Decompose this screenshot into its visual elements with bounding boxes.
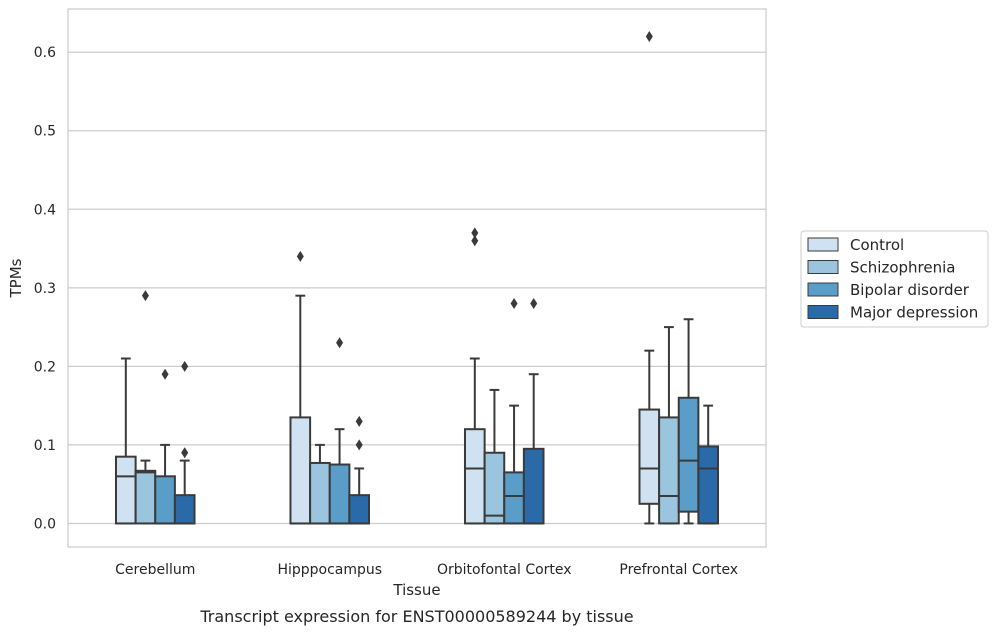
legend-swatch [807,282,839,297]
outlier-point [296,250,304,262]
x-tick-label: Hipppocampus [277,562,382,578]
plot-frame [67,8,767,548]
y-tick-labels: 0.0 0.1 0.2 0.3 0.4 0.5 0.6 [34,45,56,532]
box-group [114,357,137,525]
y-tick-label: 0.1 [34,438,56,454]
legend-frame [800,230,989,328]
box-group [522,298,545,525]
x-tick-labels: Cerebellum Hipppocampus Orbitofontal Corte… [115,562,738,578]
y-tick-label: 0.0 [34,516,56,532]
outlier-point [336,337,344,349]
legend-label: Major depression [850,304,978,322]
box [483,451,506,525]
outlier-point [181,447,189,459]
box [677,396,700,513]
x-tick-label: Orbitofontal Cortex [437,562,572,578]
box [463,428,486,525]
box-group [658,326,680,525]
y-axis-label: TPMs [7,258,25,298]
x-tick-label: Prefrontal Cortex [619,562,738,578]
chart-caption: Transcript expression for ENST0000058924… [199,607,633,626]
legend-swatch [807,260,839,274]
box [154,475,176,525]
box-group [348,415,371,525]
box [309,461,331,525]
legend-swatch [807,305,839,319]
box-group [483,388,506,525]
y-tick-label: 0.2 [34,359,56,375]
box [173,494,196,525]
outlier-point [530,298,538,310]
box-group [638,30,661,525]
outlier-point [471,235,479,247]
outlier-point [471,227,479,239]
x-axis-label: Tissue [392,581,440,599]
x-tick-label: Cerebellum [115,562,195,578]
outlier-point [510,298,518,310]
outlier-point [141,290,149,302]
y-tick-label: 0.6 [34,45,56,61]
outlier-point [181,360,189,372]
y-tick-label: 0.4 [34,202,56,218]
box-group [677,318,700,525]
box-group [697,404,720,525]
legend-label: Bipolar disorder [850,281,970,299]
box [289,416,312,525]
box [328,463,351,525]
box-group [173,360,196,525]
y-tick-label: 0.3 [34,281,56,297]
box-group [328,337,351,525]
box [697,445,720,525]
box [638,408,661,505]
legend: Control Schizophrenia Bipolar disorder Majo… [800,230,989,328]
outlier-point [645,30,653,42]
box-group [463,227,486,525]
box-group [503,298,525,525]
outlier-point [161,368,169,380]
legend-label: Schizophrenia [850,259,955,277]
y-tick-label: 0.5 [34,124,56,140]
box [522,447,545,525]
box-group [309,443,331,525]
box [114,455,137,525]
box-group [154,368,176,525]
box [503,471,525,525]
box-groups [114,30,720,525]
box [658,416,680,525]
legend-label: Control [850,236,904,254]
outlier-point [355,439,363,451]
box-group [134,290,157,525]
box [348,494,371,525]
outlier-point [355,415,363,427]
box [134,469,157,525]
box-group [289,250,312,525]
legend-swatch [807,237,839,252]
